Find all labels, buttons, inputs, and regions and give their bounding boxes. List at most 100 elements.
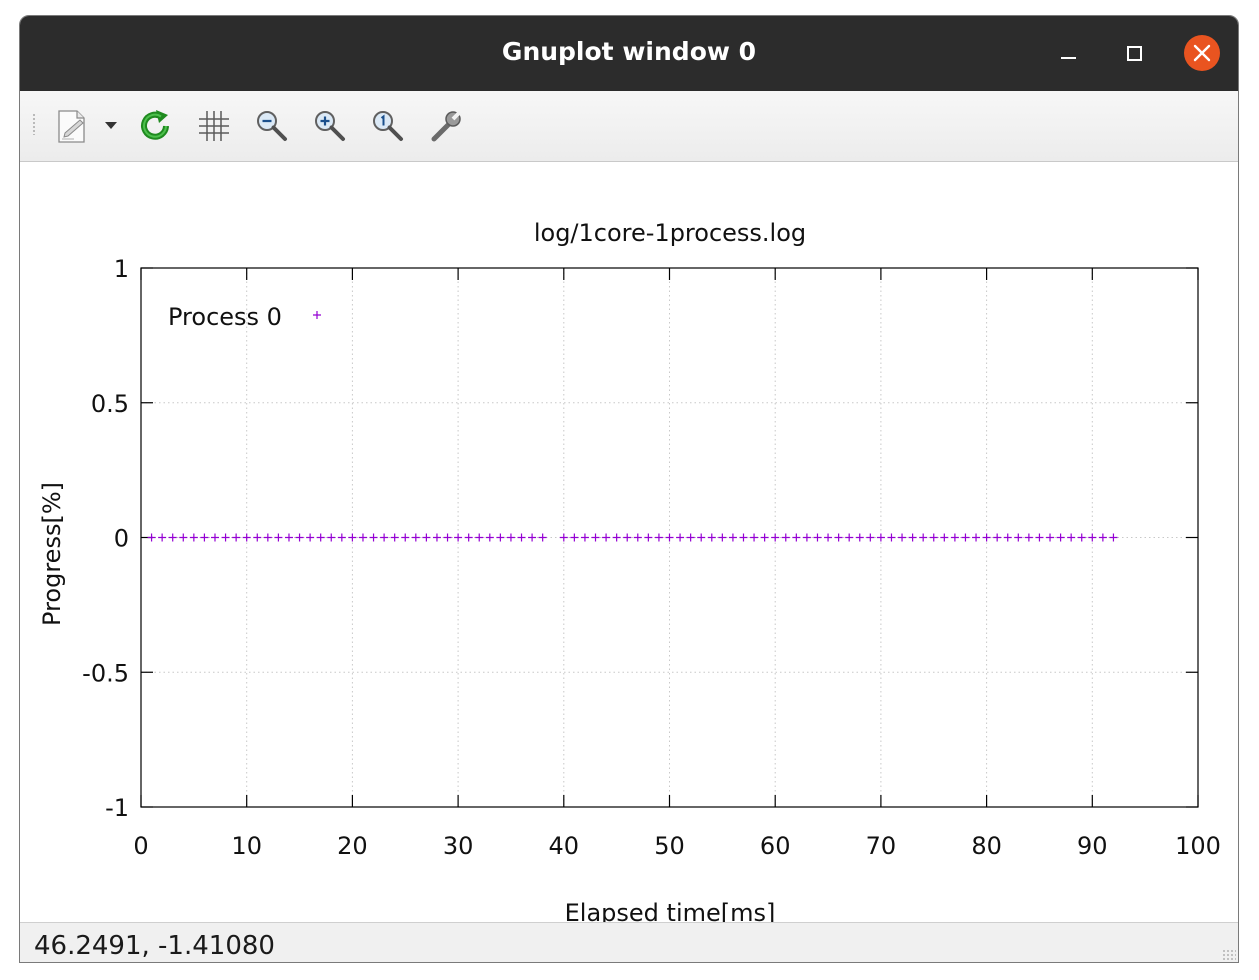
refresh-icon (141, 110, 169, 140)
resize-grip[interactable] (1222, 949, 1236, 962)
y-axis-label: Progress[%] (38, 482, 66, 626)
data-point (528, 533, 537, 542)
data-point (538, 533, 547, 542)
data-point (306, 533, 315, 542)
data-point (760, 533, 769, 542)
data-point (697, 533, 706, 542)
data-point (908, 533, 917, 542)
data-point (676, 533, 685, 542)
x-axis-label: Elapsed time[ms] (565, 899, 776, 922)
data-point (380, 533, 389, 542)
grid-icon (199, 111, 229, 141)
plot-canvas[interactable]: 0 10 20 30 40 50 60 70 80 90 100 1 0.5 0 -0.5 -1 log/1c… (20, 162, 1238, 922)
zoom-reset-icon (373, 111, 403, 141)
data-point (792, 533, 801, 542)
data-point (454, 533, 463, 542)
data-point (179, 533, 188, 542)
data-point (993, 533, 1002, 542)
data-point (982, 533, 991, 542)
data-point (718, 533, 727, 542)
data-point (1067, 533, 1076, 542)
toolbar-grip[interactable] (32, 113, 36, 135)
autoscale-button[interactable] (368, 106, 408, 146)
close-button[interactable] (1184, 35, 1220, 71)
data-point (813, 533, 822, 542)
data-point (845, 533, 854, 542)
data-point (221, 533, 230, 542)
data-point (369, 533, 378, 542)
data-point (961, 533, 970, 542)
x-tick-label: 100 (1175, 832, 1221, 860)
data-point (1046, 533, 1055, 542)
data-point (1056, 533, 1065, 542)
data-point (1014, 533, 1023, 542)
data-point (940, 533, 949, 542)
data-point (855, 533, 864, 542)
x-tick-label: 80 (971, 832, 1002, 860)
data-point (253, 533, 262, 542)
legend-label: Process 0 (168, 303, 282, 331)
data-point (168, 533, 177, 542)
x-tick-label: 70 (866, 832, 897, 860)
data-point (348, 533, 357, 542)
maximize-button[interactable] (1116, 35, 1152, 71)
data-point (411, 533, 420, 542)
x-tick-label: 0 (133, 832, 148, 860)
document-export-icon (58, 110, 85, 143)
data-point (284, 533, 293, 542)
zoom-next-button[interactable] (310, 106, 350, 146)
data-point (274, 533, 283, 542)
x-tick-label: 30 (443, 832, 474, 860)
data-point (644, 533, 653, 542)
close-icon (1193, 44, 1211, 62)
data-point (633, 533, 642, 542)
data-point (232, 533, 241, 542)
settings-button[interactable] (426, 106, 466, 146)
gnuplot-window: Gnuplot window 0 (19, 15, 1239, 963)
data-point (781, 533, 790, 542)
data-point (929, 533, 938, 542)
data-point (580, 533, 589, 542)
data-point (559, 533, 568, 542)
data-point (950, 533, 959, 542)
data-point (1109, 533, 1118, 542)
zoom-in-icon (315, 111, 345, 141)
export-menu-button[interactable] (100, 106, 122, 146)
y-tick-label: 1 (114, 255, 129, 283)
minimize-icon (1061, 57, 1076, 59)
data-point (570, 533, 579, 542)
toolbar (20, 91, 1238, 162)
data-point (686, 533, 695, 542)
data-point (612, 533, 621, 542)
data-point (1024, 533, 1033, 542)
export-button[interactable] (53, 106, 93, 146)
x-tick-label: 60 (760, 832, 791, 860)
data-point (1077, 533, 1086, 542)
data-point (739, 533, 748, 542)
window-title: Gnuplot window 0 (501, 37, 757, 66)
data-point (824, 533, 833, 542)
chevron-down-icon (105, 122, 117, 129)
y-tick-label: 0 (114, 525, 129, 553)
grid-button[interactable] (194, 106, 234, 146)
data-point (295, 533, 304, 542)
data-point (665, 533, 674, 542)
title-bar[interactable]: Gnuplot window 0 (20, 16, 1238, 91)
coordinate-readout: 46.2491, -1.41080 (34, 931, 275, 961)
replot-button[interactable] (135, 106, 175, 146)
data-point (919, 533, 928, 542)
data-point (263, 533, 272, 542)
data-point (506, 533, 515, 542)
zoom-previous-button[interactable] (252, 106, 292, 146)
data-point (972, 533, 981, 542)
data-point (887, 533, 896, 542)
wrench-icon (431, 110, 462, 142)
minimize-button[interactable] (1050, 35, 1086, 71)
data-point (728, 533, 737, 542)
data-point (1098, 533, 1107, 542)
data-point (189, 533, 198, 542)
data-point (422, 533, 431, 542)
chart-title: log/1core-1process.log (534, 219, 806, 247)
data-point (210, 533, 219, 542)
data-point (876, 533, 885, 542)
